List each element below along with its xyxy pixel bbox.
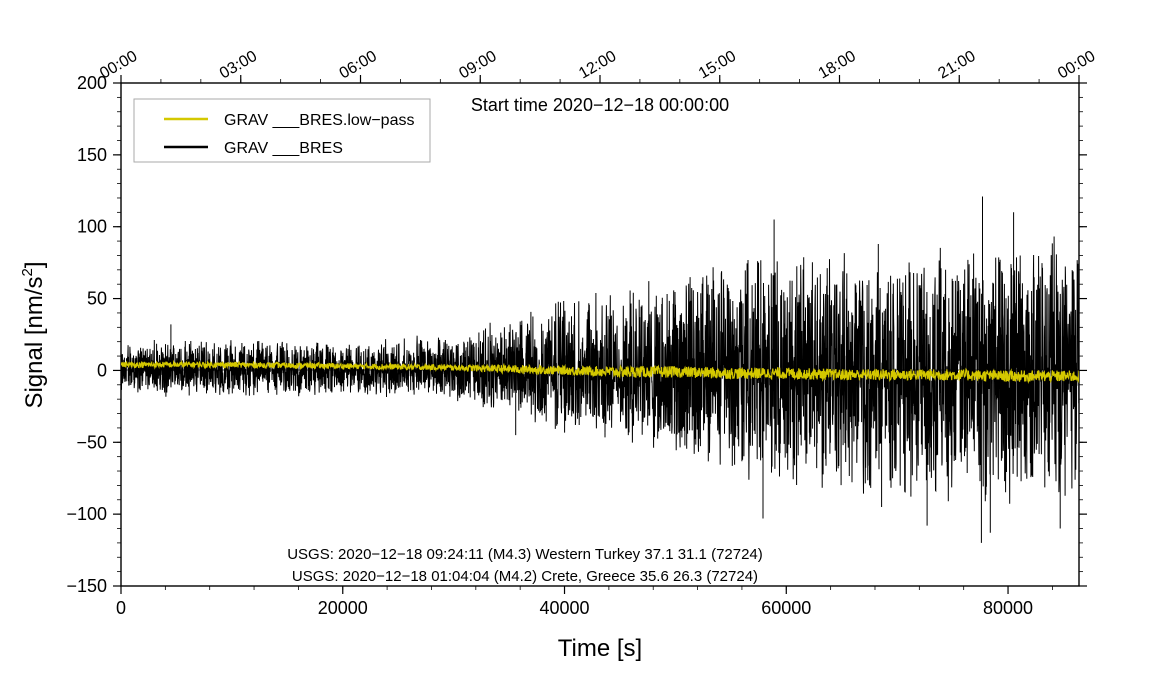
top-tick-label: 15:00 [696, 48, 739, 83]
start-time-label: Start time 2020−12−18 00:00:00 [471, 95, 729, 115]
top-tick-label: 12:00 [576, 48, 619, 83]
top-time-axis: 00:00 03:00 06:00 09:00 12:00 15:00 18:00 21:00… [97, 48, 1098, 83]
top-tick-label: 00:00 [97, 48, 140, 83]
y-axis-label-close: ] [21, 261, 48, 268]
top-tick-label: 21:00 [935, 48, 978, 83]
y-tick-label: 150 [77, 145, 107, 165]
x-tick-label: 20000 [318, 598, 368, 618]
y-axis-label: Signal [nm/s2] [19, 261, 48, 408]
y-tick-label: −50 [76, 432, 107, 452]
x-axis: 0 20000 40000 60000 80000 [116, 586, 1053, 618]
legend-box [133, 98, 431, 163]
signals-layer [121, 196, 1079, 543]
annotation-event-2: USGS: 2020−12−18 01:04:04 (M4.2) Crete, … [292, 568, 758, 585]
y-tick-label: 50 [87, 289, 107, 309]
top-tick-label: 00:00 [1055, 48, 1098, 83]
x-axis-label: Time [s] [558, 635, 642, 662]
y-axis-label-main: Signal [nm/s [21, 276, 48, 408]
y-axis-label-sup: 2 [19, 268, 36, 276]
y-tick-label: −100 [66, 504, 107, 524]
y-tick-label: 200 [77, 73, 107, 93]
y-axis: −150 −100 −50 0 50 100 150 200 [66, 73, 1087, 596]
x-tick-label: 80000 [983, 598, 1033, 618]
y-tick-label: 100 [77, 217, 107, 237]
top-tick-label: 18:00 [816, 48, 859, 83]
y-tick-label: −150 [66, 576, 107, 596]
annotation-event-1: USGS: 2020−12−18 09:24:11 (M4.3) Western… [287, 546, 763, 563]
x-tick-label: 40000 [539, 598, 589, 618]
series-grav-bres-lowpass [121, 359, 1079, 385]
top-tick-label: 03:00 [217, 48, 260, 83]
y-tick-label: 0 [97, 360, 107, 380]
x-tick-label: 60000 [761, 598, 811, 618]
legend-label-raw: GRAV ___BRES [224, 140, 343, 157]
top-tick-label: 06:00 [337, 48, 380, 83]
x-tick-label: 0 [116, 598, 126, 618]
legend: GRAV ___BRES.low−pass GRAV ___BRES [133, 98, 431, 163]
top-tick-label: 09:00 [456, 48, 499, 83]
legend-label-lowpass: GRAV ___BRES.low−pass [224, 112, 414, 129]
